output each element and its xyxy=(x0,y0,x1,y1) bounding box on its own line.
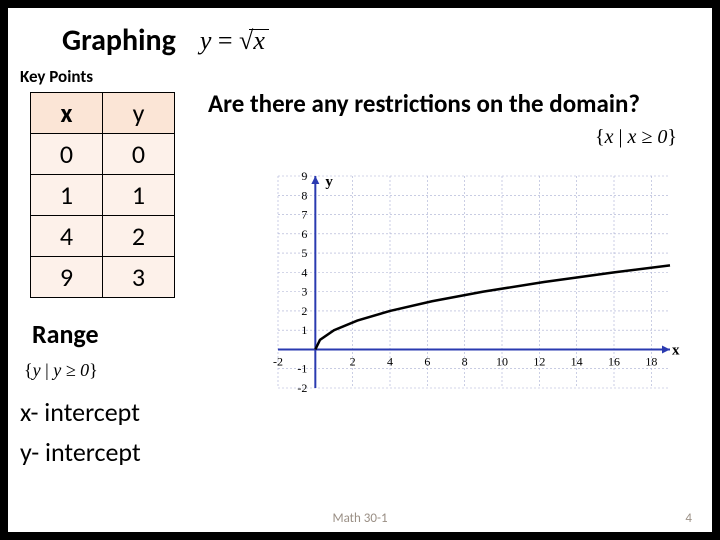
svg-text:16: 16 xyxy=(608,354,620,368)
svg-text:y: y xyxy=(325,174,333,190)
svg-text:4: 4 xyxy=(387,354,393,368)
x-intercept-label: x- intercept xyxy=(20,396,140,428)
svg-text:6: 6 xyxy=(424,354,430,368)
svg-text:9: 9 xyxy=(301,169,307,183)
svg-text:x: x xyxy=(672,342,680,358)
footer-course: Math 30-1 xyxy=(332,511,387,526)
svg-text:3: 3 xyxy=(301,285,307,299)
svg-text:7: 7 xyxy=(301,208,307,222)
domain-question: Are there any restrictions on the domain… xyxy=(208,88,640,119)
footer-page-number: 4 xyxy=(685,511,692,526)
table-row: 11 xyxy=(31,175,175,216)
svg-text:2: 2 xyxy=(301,304,307,318)
range-label: Range xyxy=(32,318,99,350)
svg-text:1: 1 xyxy=(301,323,307,337)
svg-text:10: 10 xyxy=(496,354,508,368)
table-row: 00 xyxy=(31,134,175,175)
main-formula: y = √x xyxy=(200,26,265,56)
svg-text:12: 12 xyxy=(533,354,545,368)
svg-text:-1: -1 xyxy=(297,362,307,376)
range-formula: {y | y ≥ 0} xyxy=(24,360,98,381)
svg-text:14: 14 xyxy=(571,354,583,368)
svg-text:-2: -2 xyxy=(273,354,283,368)
table-row: 93 xyxy=(31,257,175,298)
key-points-table: x y 00 11 42 93 xyxy=(30,92,175,298)
domain-formula: {x | x ≥ 0} xyxy=(595,126,677,149)
key-points-label: Key Points xyxy=(20,66,93,87)
svg-text:-2: -2 xyxy=(297,381,307,395)
table-row: 42 xyxy=(31,216,175,257)
y-intercept-label: y- intercept xyxy=(20,436,141,468)
svg-text:4: 4 xyxy=(301,265,307,279)
svg-text:18: 18 xyxy=(645,354,657,368)
svg-text:8: 8 xyxy=(462,354,468,368)
svg-text:2: 2 xyxy=(350,354,356,368)
table-header-x: x xyxy=(31,93,103,134)
sqrt-chart: -224681012141618-2-1123456789xy xyxy=(228,158,688,438)
page-title: Graphing xyxy=(62,22,176,59)
svg-text:6: 6 xyxy=(301,227,307,241)
table-header-y: y xyxy=(103,93,175,134)
svg-text:5: 5 xyxy=(301,246,307,260)
svg-text:8: 8 xyxy=(301,188,307,202)
